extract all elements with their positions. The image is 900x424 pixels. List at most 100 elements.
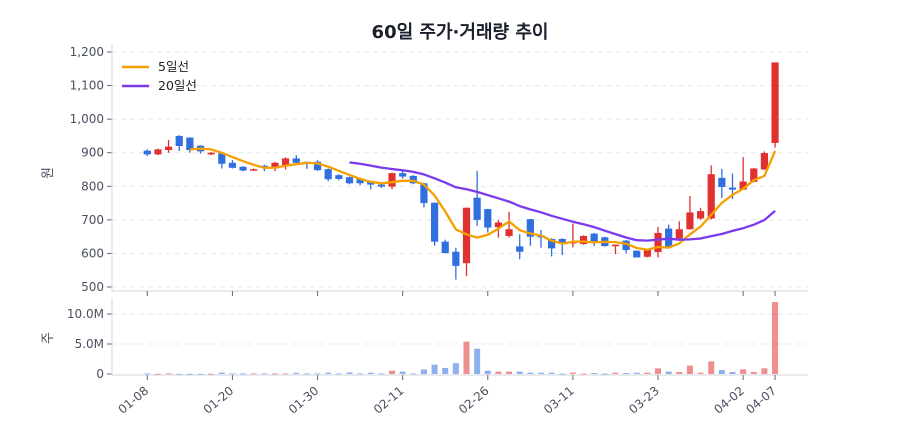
volume-bar: [559, 373, 566, 375]
candle-body: [707, 174, 715, 219]
x-tick-label: 03-11: [541, 384, 577, 417]
candle-body: [622, 240, 630, 251]
volume-bar: [676, 372, 683, 374]
volume-bar: [176, 373, 183, 375]
volume-tick-label: 0: [96, 367, 104, 381]
candle-body: [430, 202, 439, 242]
volume-bar: [516, 371, 523, 374]
volume-bar: [623, 372, 630, 374]
volume-bar: [325, 372, 332, 374]
volume-bar: [665, 371, 672, 374]
legend: 5일선 20일선: [122, 59, 197, 93]
volume-bar: [271, 373, 278, 375]
volume-bar: [229, 373, 236, 375]
candle-body: [292, 158, 300, 163]
volume-bar: [484, 370, 491, 374]
volume-bar: [261, 373, 268, 375]
candle-body: [164, 146, 173, 151]
chart-title: 60일 주가·거래량 추이: [372, 22, 549, 43]
volume-bar: [718, 369, 725, 374]
y-tick-label: 600: [81, 246, 104, 260]
volume-bar: [357, 373, 364, 375]
volume-bar: [527, 372, 534, 374]
volume-bar: [569, 372, 576, 374]
volume-bar: [431, 364, 438, 374]
volume-bar: [729, 372, 736, 374]
x-tick-label: 01-20: [201, 384, 237, 417]
volume-bar: [537, 372, 544, 374]
volume-bar: [772, 302, 779, 374]
volume-bar: [293, 372, 300, 374]
volume-bar: [378, 373, 385, 375]
candle-body: [548, 238, 556, 249]
candle-body: [228, 162, 237, 168]
volume-bar: [612, 372, 619, 374]
candle-body: [696, 211, 705, 219]
volume-bar: [474, 348, 481, 374]
volume-bar: [410, 373, 417, 375]
candle-body: [484, 209, 492, 228]
volume-bar: [346, 372, 353, 374]
volume-bar: [250, 373, 257, 375]
volume-bar: [697, 372, 704, 374]
legend-ma20-label: 20일선: [158, 78, 197, 93]
volume-bar: [442, 368, 449, 374]
candle-body: [494, 222, 503, 228]
candle-body: [367, 181, 375, 185]
volume-bar: [644, 372, 651, 374]
candle-body: [324, 169, 332, 180]
candle-body: [409, 175, 417, 184]
candle-body: [505, 229, 513, 236]
candle-body: [271, 162, 279, 169]
candle-body: [579, 235, 588, 245]
candle-body: [590, 233, 598, 242]
x-tick-label: 03-23: [626, 384, 662, 417]
volume-bar: [314, 373, 321, 375]
candle-body: [728, 187, 737, 190]
candle-body: [175, 135, 183, 146]
y-tick-label: 1,000: [70, 112, 104, 126]
y-tick-label: 1,100: [70, 79, 104, 93]
volume-bar: [186, 373, 193, 375]
volume-bar: [335, 373, 342, 375]
volume-bar: [580, 373, 587, 375]
volume-bar: [506, 371, 513, 374]
volume-bar: [240, 373, 247, 375]
candle-body: [143, 150, 151, 155]
volume-bar: [389, 370, 396, 374]
candle-body: [250, 169, 258, 171]
y-tick-label: 800: [81, 179, 104, 193]
candle-body: [675, 229, 683, 239]
volume-bar: [399, 371, 406, 374]
candle-body: [154, 149, 162, 155]
candle-body: [377, 184, 385, 187]
candle-body: [739, 181, 747, 190]
candle-body: [643, 250, 651, 257]
candle-body: [207, 152, 215, 155]
volume-bar: [601, 373, 608, 375]
volume-bar: [740, 369, 747, 374]
candle-body: [718, 177, 726, 187]
candle-body: [388, 173, 396, 187]
volume-bar: [591, 372, 598, 374]
volume-bar: [144, 373, 151, 375]
ma-line-5: [189, 147, 777, 251]
volume-bar: [218, 372, 225, 374]
candle-body: [558, 238, 566, 245]
volume-bar: [154, 373, 161, 375]
candle-body: [686, 212, 694, 230]
candles: [143, 62, 779, 280]
y-tick-label: 1,200: [70, 45, 104, 59]
volume-tick-label: 5.0M: [75, 337, 104, 351]
candle-body: [218, 153, 226, 164]
x-tick-label: 01-08: [116, 384, 152, 417]
volume-bar: [197, 373, 204, 375]
x-tick-label: 02-11: [371, 384, 407, 417]
volume-bar: [750, 372, 757, 374]
volume-bar: [303, 373, 310, 375]
volume-axis-label: 주: [41, 332, 56, 344]
candle-body: [345, 177, 354, 184]
volume-bar: [708, 361, 715, 374]
candle-body: [313, 161, 322, 171]
